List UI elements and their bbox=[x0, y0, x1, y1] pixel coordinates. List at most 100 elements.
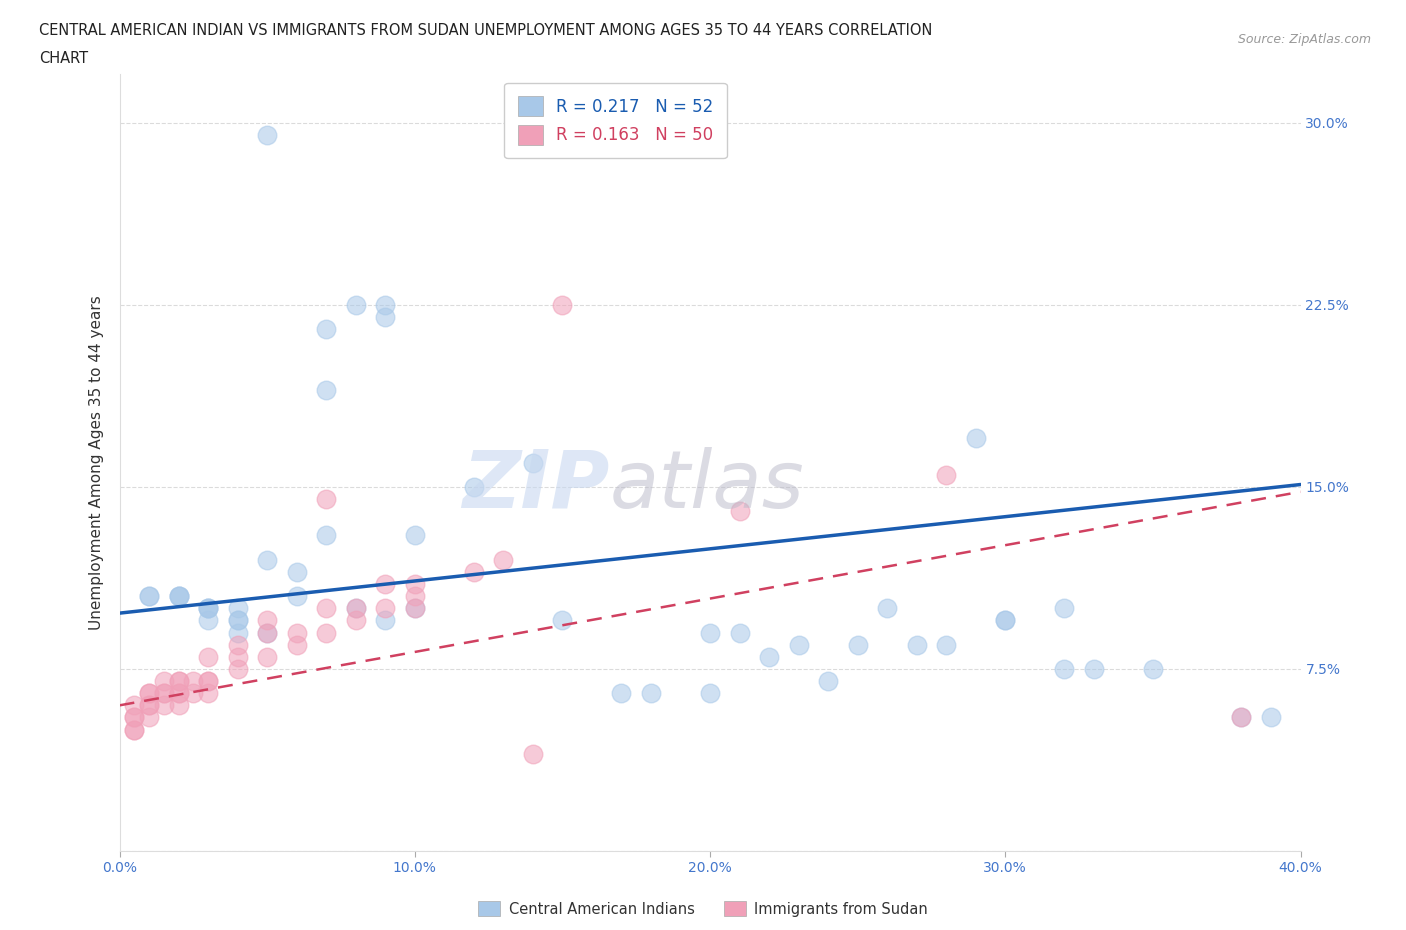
Point bbox=[404, 601, 426, 616]
Point bbox=[1142, 661, 1164, 676]
Point bbox=[256, 625, 278, 640]
Point bbox=[124, 710, 146, 724]
Point bbox=[344, 601, 367, 616]
Point bbox=[124, 723, 146, 737]
Point bbox=[167, 589, 190, 604]
Point bbox=[167, 685, 190, 700]
Text: atlas: atlas bbox=[610, 447, 804, 525]
Legend: R = 0.217   N = 52, R = 0.163   N = 50: R = 0.217 N = 52, R = 0.163 N = 50 bbox=[505, 83, 727, 158]
Y-axis label: Unemployment Among Ages 35 to 44 years: Unemployment Among Ages 35 to 44 years bbox=[89, 296, 104, 630]
Point bbox=[285, 565, 308, 579]
Point bbox=[256, 613, 278, 628]
Point bbox=[1230, 710, 1253, 724]
Point bbox=[226, 613, 249, 628]
Point bbox=[153, 685, 174, 700]
Point bbox=[315, 382, 337, 397]
Point bbox=[167, 685, 190, 700]
Point bbox=[374, 298, 396, 312]
Point bbox=[374, 310, 396, 325]
Point bbox=[197, 673, 219, 688]
Point bbox=[138, 698, 160, 712]
Point bbox=[758, 649, 780, 664]
Point bbox=[640, 685, 662, 700]
Point bbox=[124, 698, 146, 712]
Point bbox=[315, 625, 337, 640]
Point bbox=[551, 298, 574, 312]
Point bbox=[153, 673, 174, 688]
Point bbox=[404, 577, 426, 591]
Point bbox=[344, 298, 367, 312]
Point bbox=[1053, 601, 1076, 616]
Point bbox=[124, 710, 146, 724]
Point bbox=[256, 552, 278, 567]
Point bbox=[285, 625, 308, 640]
Point bbox=[256, 127, 278, 142]
Point bbox=[315, 322, 337, 337]
Point bbox=[374, 613, 396, 628]
Point bbox=[463, 480, 485, 495]
Point bbox=[138, 685, 160, 700]
Point bbox=[226, 661, 249, 676]
Point bbox=[138, 589, 160, 604]
Point bbox=[197, 649, 219, 664]
Point bbox=[197, 673, 219, 688]
Text: Source: ZipAtlas.com: Source: ZipAtlas.com bbox=[1237, 33, 1371, 46]
Point bbox=[728, 504, 751, 519]
Point bbox=[876, 601, 898, 616]
Point bbox=[994, 613, 1017, 628]
Point bbox=[197, 601, 219, 616]
Point bbox=[1230, 710, 1253, 724]
Point bbox=[404, 589, 426, 604]
Point bbox=[935, 468, 957, 483]
Text: CHART: CHART bbox=[39, 51, 89, 66]
Point bbox=[197, 601, 219, 616]
Point bbox=[197, 601, 219, 616]
Point bbox=[167, 673, 190, 688]
Text: ZIP: ZIP bbox=[463, 447, 610, 525]
Point bbox=[935, 637, 957, 652]
Point bbox=[699, 685, 721, 700]
Point bbox=[404, 528, 426, 543]
Point bbox=[610, 685, 633, 700]
Point bbox=[463, 565, 485, 579]
Point bbox=[817, 673, 839, 688]
Point bbox=[315, 528, 337, 543]
Point bbox=[138, 698, 160, 712]
Point bbox=[374, 601, 396, 616]
Point bbox=[374, 577, 396, 591]
Point bbox=[1260, 710, 1282, 724]
Point bbox=[728, 625, 751, 640]
Point bbox=[167, 589, 190, 604]
Point bbox=[285, 637, 308, 652]
Point bbox=[138, 685, 160, 700]
Point bbox=[522, 747, 544, 762]
Point bbox=[183, 673, 205, 688]
Point bbox=[285, 589, 308, 604]
Point bbox=[551, 613, 574, 628]
Point bbox=[226, 637, 249, 652]
Point bbox=[138, 589, 160, 604]
Point bbox=[167, 698, 190, 712]
Point bbox=[404, 601, 426, 616]
Text: CENTRAL AMERICAN INDIAN VS IMMIGRANTS FROM SUDAN UNEMPLOYMENT AMONG AGES 35 TO 4: CENTRAL AMERICAN INDIAN VS IMMIGRANTS FR… bbox=[39, 23, 932, 38]
Point bbox=[256, 625, 278, 640]
Point bbox=[167, 673, 190, 688]
Point bbox=[846, 637, 869, 652]
Point bbox=[138, 710, 160, 724]
Point bbox=[256, 649, 278, 664]
Point bbox=[226, 625, 249, 640]
Point bbox=[522, 456, 544, 471]
Point bbox=[1083, 661, 1105, 676]
Point bbox=[905, 637, 928, 652]
Point bbox=[1053, 661, 1076, 676]
Point bbox=[315, 492, 337, 507]
Point bbox=[197, 613, 219, 628]
Point bbox=[183, 685, 205, 700]
Point bbox=[226, 613, 249, 628]
Point bbox=[124, 723, 146, 737]
Point bbox=[699, 625, 721, 640]
Point bbox=[787, 637, 810, 652]
Point bbox=[197, 685, 219, 700]
Point bbox=[153, 685, 174, 700]
Point bbox=[153, 698, 174, 712]
